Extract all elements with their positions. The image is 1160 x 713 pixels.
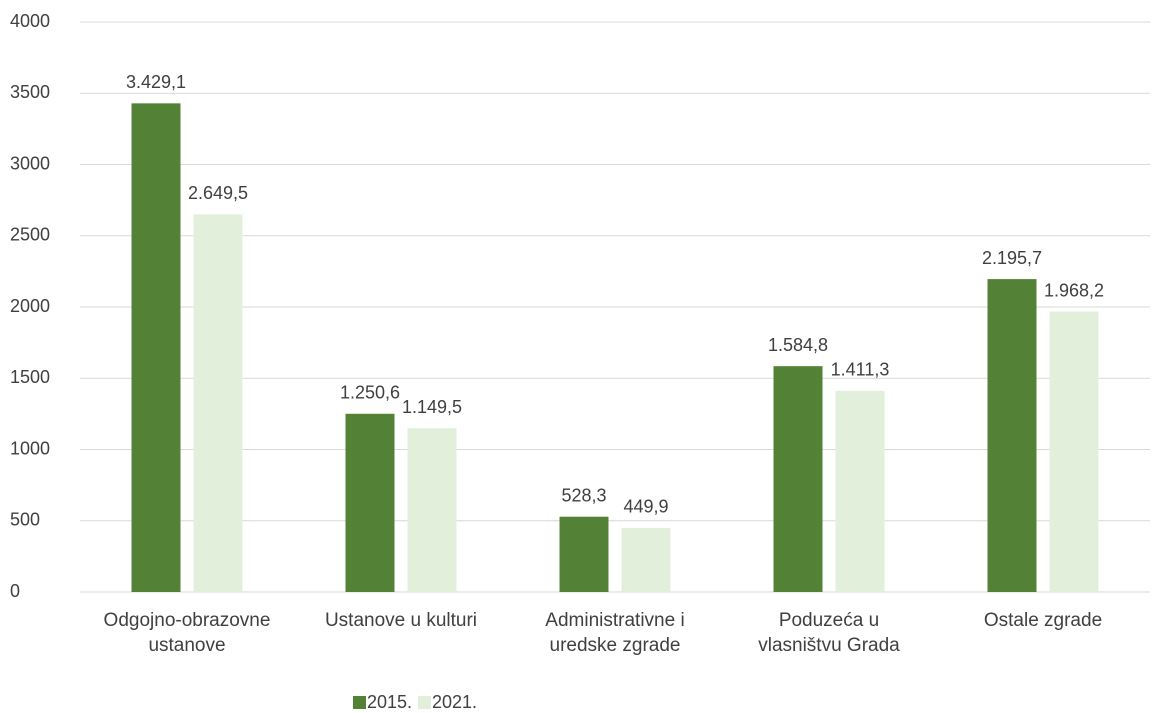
y-tick-label: 3500 <box>10 82 50 102</box>
y-tick-label: 3000 <box>10 153 50 173</box>
x-tick-label: Ustanove u kulturi <box>324 610 478 631</box>
y-tick-label: 1000 <box>10 438 50 458</box>
x-tick-label: Odgojno-obrazovne ustanove <box>103 610 271 656</box>
bar <box>345 413 395 592</box>
data-label: 2.195,7 <box>982 248 1042 268</box>
y-tick-label: 2000 <box>10 296 50 316</box>
bar <box>987 279 1037 592</box>
data-label: 1.968,2 <box>1044 280 1104 300</box>
bar <box>131 103 181 593</box>
y-tick-label: 1500 <box>10 367 50 387</box>
y-tick-label: 500 <box>10 510 40 530</box>
data-label: 449,9 <box>623 497 668 517</box>
data-label: 1.149,5 <box>402 397 462 417</box>
bar <box>193 214 243 593</box>
data-label: 528,3 <box>561 485 606 505</box>
y-tick-label: 2500 <box>10 225 50 245</box>
legend-swatch <box>418 696 431 709</box>
x-tick-label: Poduzeća u vlasništvu Grada <box>758 610 900 656</box>
legend-swatch <box>353 696 366 709</box>
data-label: 1.584,8 <box>768 335 828 355</box>
bar <box>407 428 457 592</box>
bar <box>559 516 609 592</box>
bar <box>773 366 823 592</box>
bar <box>1049 311 1099 592</box>
y-tick-label: 0 <box>10 581 20 601</box>
data-label: 1.250,6 <box>340 383 400 403</box>
y-tick-label: 4000 <box>10 11 50 31</box>
data-label: 3.429,1 <box>126 72 186 92</box>
x-tick-label: Administrativne i uredske zgrade <box>545 610 685 656</box>
legend-label: 2015. <box>367 692 412 712</box>
x-tick-label: Ostale zgrade <box>983 610 1103 631</box>
data-label: 1.411,3 <box>831 360 890 380</box>
legend-label: 2021. <box>432 692 477 712</box>
data-label: 2.649,5 <box>188 183 248 203</box>
bar <box>835 390 885 592</box>
bar <box>621 527 671 592</box>
